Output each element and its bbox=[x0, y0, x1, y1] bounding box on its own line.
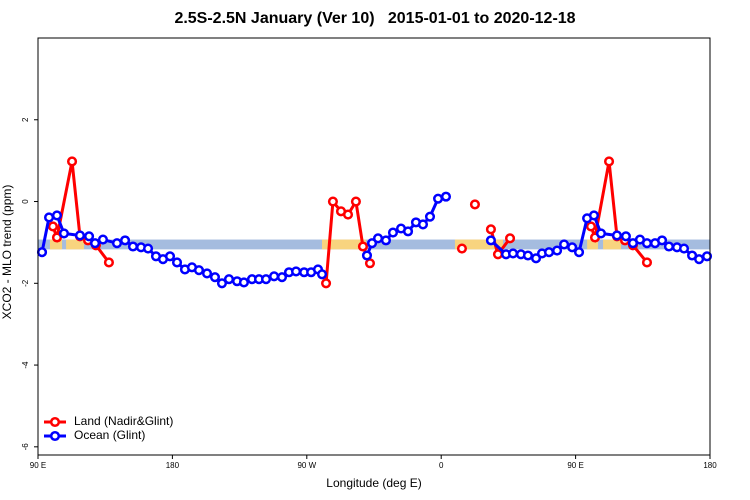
x-tick-label: 90 W bbox=[297, 461, 316, 470]
x-tick-label: 180 bbox=[703, 461, 717, 470]
data-point bbox=[543, 247, 555, 258]
data-point bbox=[216, 278, 228, 289]
data-point bbox=[47, 221, 58, 232]
data-point bbox=[364, 258, 376, 269]
data-point bbox=[611, 230, 623, 241]
data-point bbox=[51, 232, 63, 243]
legend-label: Land (Nadir&Glint) bbox=[74, 414, 173, 428]
data-point bbox=[276, 272, 288, 283]
data-point bbox=[530, 253, 542, 264]
y-tick-label: -2 bbox=[21, 279, 30, 287]
land-band-segment bbox=[587, 239, 598, 250]
y-tick-label: 2 bbox=[21, 117, 30, 122]
data-point bbox=[507, 248, 519, 259]
data-point bbox=[111, 238, 123, 249]
data-point bbox=[103, 257, 114, 268]
data-point bbox=[164, 251, 176, 262]
data-point bbox=[492, 249, 503, 260]
data-point bbox=[701, 251, 713, 262]
data-point bbox=[485, 235, 496, 246]
data-point bbox=[238, 277, 249, 288]
data-point bbox=[350, 196, 361, 207]
data-point bbox=[604, 156, 615, 167]
data-point bbox=[678, 243, 690, 254]
y-tick-label: -6 bbox=[21, 443, 30, 451]
data-point bbox=[485, 224, 496, 235]
data-point bbox=[469, 199, 480, 210]
legend-label: Ocean (Glint) bbox=[74, 428, 145, 442]
data-point bbox=[361, 250, 373, 261]
y-tick-label: -4 bbox=[21, 361, 30, 369]
data-point bbox=[120, 235, 131, 246]
x-axis-label: Longitude (deg E) bbox=[326, 476, 421, 490]
x-tick-label: 180 bbox=[166, 461, 180, 470]
land-band-segment bbox=[66, 239, 84, 250]
data-point bbox=[588, 210, 600, 221]
land-band-segment bbox=[603, 239, 621, 250]
chart-title: 2.5S-2.5N January (Ver 10) 2015-01-01 to… bbox=[174, 10, 575, 27]
plot-frame bbox=[37, 37, 711, 456]
data-point bbox=[440, 191, 452, 202]
data-point bbox=[327, 196, 338, 207]
data-point bbox=[44, 212, 55, 223]
data-point bbox=[424, 211, 436, 222]
data-point bbox=[372, 233, 384, 244]
data-point bbox=[456, 243, 468, 254]
data-point bbox=[663, 241, 674, 252]
data-point bbox=[321, 278, 332, 289]
data-point bbox=[367, 238, 378, 249]
data-point bbox=[201, 268, 213, 279]
y-axis-label: XCO2 - MLO trend (ppm) bbox=[0, 185, 14, 320]
data-point bbox=[89, 238, 101, 249]
data-point bbox=[84, 231, 95, 242]
data-point bbox=[641, 238, 653, 249]
data-point bbox=[74, 230, 86, 241]
data-point bbox=[193, 265, 205, 276]
legend-marker bbox=[49, 416, 61, 428]
land-band-segment bbox=[322, 239, 366, 250]
data-point bbox=[585, 221, 597, 232]
data-point bbox=[504, 233, 516, 244]
data-point bbox=[559, 239, 570, 250]
data-point bbox=[260, 274, 272, 285]
data-point bbox=[171, 257, 183, 268]
data-point bbox=[36, 247, 48, 258]
data-point bbox=[127, 241, 139, 252]
data-point bbox=[387, 227, 399, 238]
data-point bbox=[402, 226, 414, 237]
data-point bbox=[269, 271, 280, 282]
land-band-segment bbox=[454, 239, 504, 250]
data-point bbox=[694, 254, 705, 265]
data-point bbox=[342, 209, 354, 220]
data-point bbox=[66, 156, 78, 167]
data-point bbox=[567, 242, 578, 253]
land-band-segment bbox=[49, 239, 63, 250]
data-point bbox=[97, 234, 109, 245]
x-tick-label: 90 E bbox=[567, 461, 583, 470]
x-tick-label: 90 E bbox=[30, 461, 46, 470]
data-point bbox=[209, 272, 221, 283]
data-point bbox=[380, 235, 391, 246]
y-tick-label: 0 bbox=[21, 199, 30, 204]
data-point bbox=[58, 228, 70, 239]
data-point bbox=[573, 247, 585, 258]
data-point bbox=[552, 245, 563, 256]
legend-marker bbox=[49, 430, 61, 442]
x-tick-label: 0 bbox=[439, 461, 444, 470]
data-point bbox=[143, 243, 154, 254]
data-point bbox=[641, 257, 653, 268]
data-point bbox=[522, 250, 534, 261]
data-point bbox=[51, 210, 63, 221]
data-point bbox=[433, 193, 444, 204]
data-point bbox=[316, 269, 328, 280]
data-point bbox=[620, 231, 631, 242]
data-point bbox=[595, 228, 607, 239]
data-point bbox=[417, 219, 429, 230]
series-line bbox=[51, 161, 649, 284]
data-point bbox=[357, 241, 368, 252]
data-point bbox=[657, 235, 668, 246]
data-point bbox=[290, 266, 302, 277]
data-point bbox=[223, 274, 235, 285]
